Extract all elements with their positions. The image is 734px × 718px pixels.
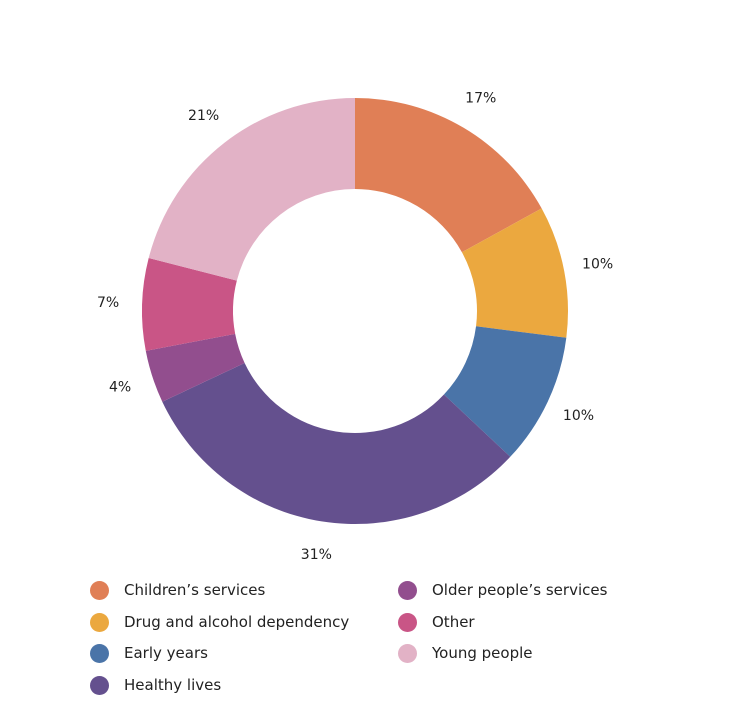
slice-young-people — [148, 98, 355, 281]
value-label-drug-and-alcohol-dependency: 10% — [582, 257, 613, 273]
legend-item-early-years: Early years — [90, 641, 208, 665]
legend-swatch-healthy-lives — [90, 675, 109, 695]
legend-item-young-people: Young people — [398, 641, 533, 665]
legend-label-healthy-lives: Healthy lives — [124, 676, 222, 694]
slice-value-labels: 17% 10% 10% 31% 4% 7% 21% — [97, 90, 613, 563]
legend-item-drug-and-alcohol-dependency: Drug and alcohol dependency — [90, 610, 349, 634]
value-label-childrens-services: 17% — [465, 90, 496, 106]
slice-early-years — [443, 326, 567, 457]
legend-label-childrens-services: Children’s services — [124, 581, 266, 599]
legend-item-childrens-services: Children’s services — [90, 578, 265, 602]
value-label-young-people: 21% — [188, 108, 219, 124]
legend-item-healthy-lives: Healthy lives — [90, 673, 221, 697]
legend-swatch-early-years — [90, 643, 109, 663]
legend-swatch-childrens-services — [90, 580, 109, 600]
value-label-healthy-lives: 31% — [301, 547, 332, 563]
legend-label-drug-and-alcohol-dependency: Drug and alcohol dependency — [124, 613, 350, 631]
slice-childrens-services — [355, 98, 542, 253]
donut-slices — [142, 98, 568, 524]
slice-healthy-lives — [162, 362, 511, 524]
legend-swatch-other — [398, 612, 417, 632]
chart-legend: Children’s services Drug and alcohol dep… — [90, 578, 650, 708]
legend-swatch-drug-and-alcohol-dependency — [90, 612, 109, 632]
value-label-older-peoples-services: 4% — [109, 379, 131, 395]
legend-item-older-peoples-services: Older people’s services — [398, 578, 607, 602]
legend-label-early-years: Early years — [124, 644, 208, 662]
legend-label-older-peoples-services: Older people’s services — [432, 581, 608, 599]
legend-swatch-older-peoples-services — [398, 580, 417, 600]
legend-swatch-young-people — [398, 643, 417, 663]
slice-drug-and-alcohol-dependency — [461, 208, 568, 338]
slice-older-peoples-services — [145, 333, 245, 402]
slice-other — [142, 258, 237, 351]
legend-label-other: Other — [432, 613, 475, 631]
legend-item-other: Other — [398, 610, 475, 634]
value-label-early-years: 10% — [563, 408, 594, 424]
value-label-other: 7% — [97, 295, 119, 311]
legend-label-young-people: Young people — [432, 644, 533, 662]
